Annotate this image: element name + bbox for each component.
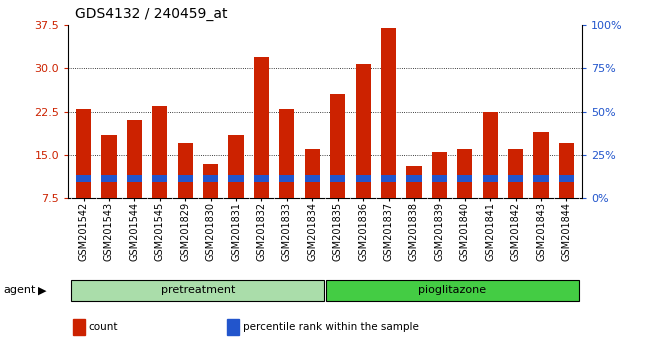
Text: GSM201840: GSM201840 (460, 202, 470, 261)
Text: count: count (89, 322, 118, 332)
Bar (101, 175, 116, 182)
FancyBboxPatch shape (326, 280, 578, 301)
Bar (203, 164, 218, 198)
Bar (457, 175, 473, 182)
Bar (254, 57, 269, 198)
Text: GSM201833: GSM201833 (282, 202, 292, 261)
Bar (482, 112, 498, 198)
Text: GSM201839: GSM201839 (434, 202, 445, 261)
Text: GSM201837: GSM201837 (384, 202, 393, 261)
Text: ▶: ▶ (38, 285, 46, 295)
Bar (227, 319, 239, 335)
Bar (406, 166, 422, 198)
Bar (177, 143, 193, 198)
Bar (127, 175, 142, 182)
Text: GSM201832: GSM201832 (257, 202, 266, 261)
Text: pioglitazone: pioglitazone (418, 285, 486, 295)
Text: GSM201829: GSM201829 (180, 202, 190, 261)
Bar (406, 175, 422, 182)
Text: GSM201831: GSM201831 (231, 202, 241, 261)
Bar (508, 175, 523, 182)
FancyBboxPatch shape (72, 280, 324, 301)
Text: GSM201841: GSM201841 (486, 202, 495, 261)
Text: GDS4132 / 240459_at: GDS4132 / 240459_at (75, 7, 228, 21)
Bar (101, 135, 116, 198)
Bar (177, 175, 193, 182)
Text: GSM201834: GSM201834 (307, 202, 317, 261)
Bar (559, 143, 574, 198)
Text: percentile rank within the sample: percentile rank within the sample (243, 322, 419, 332)
Bar (559, 175, 574, 182)
Bar (305, 149, 320, 198)
Bar (482, 175, 498, 182)
Text: GSM201836: GSM201836 (358, 202, 368, 261)
Bar (508, 149, 523, 198)
Bar (534, 175, 549, 182)
Bar (381, 28, 396, 198)
Bar (152, 175, 168, 182)
Text: GSM201844: GSM201844 (562, 202, 571, 261)
Text: pretreatment: pretreatment (161, 285, 235, 295)
Text: GSM201838: GSM201838 (409, 202, 419, 261)
Text: GSM201542: GSM201542 (79, 202, 88, 262)
Text: agent: agent (3, 285, 36, 295)
Bar (228, 135, 244, 198)
Bar (534, 132, 549, 198)
Bar (330, 94, 345, 198)
Bar (457, 149, 473, 198)
Bar (203, 175, 218, 182)
Bar (356, 175, 370, 182)
Bar (73, 319, 84, 335)
Bar (330, 175, 345, 182)
Text: GSM201835: GSM201835 (333, 202, 343, 261)
Bar (76, 109, 91, 198)
Bar (280, 175, 294, 182)
Bar (432, 175, 447, 182)
Bar (381, 175, 396, 182)
Text: GSM201543: GSM201543 (104, 202, 114, 261)
Text: GSM201544: GSM201544 (129, 202, 139, 261)
Text: GSM201842: GSM201842 (511, 202, 521, 261)
Bar (432, 152, 447, 198)
Bar (127, 120, 142, 198)
Text: GSM201545: GSM201545 (155, 202, 164, 262)
Text: GSM201843: GSM201843 (536, 202, 546, 261)
Bar (356, 63, 370, 198)
Text: GSM201830: GSM201830 (205, 202, 216, 261)
Bar (280, 109, 294, 198)
Bar (76, 175, 91, 182)
Bar (254, 175, 269, 182)
Bar (305, 175, 320, 182)
Bar (228, 175, 244, 182)
Bar (152, 106, 168, 198)
